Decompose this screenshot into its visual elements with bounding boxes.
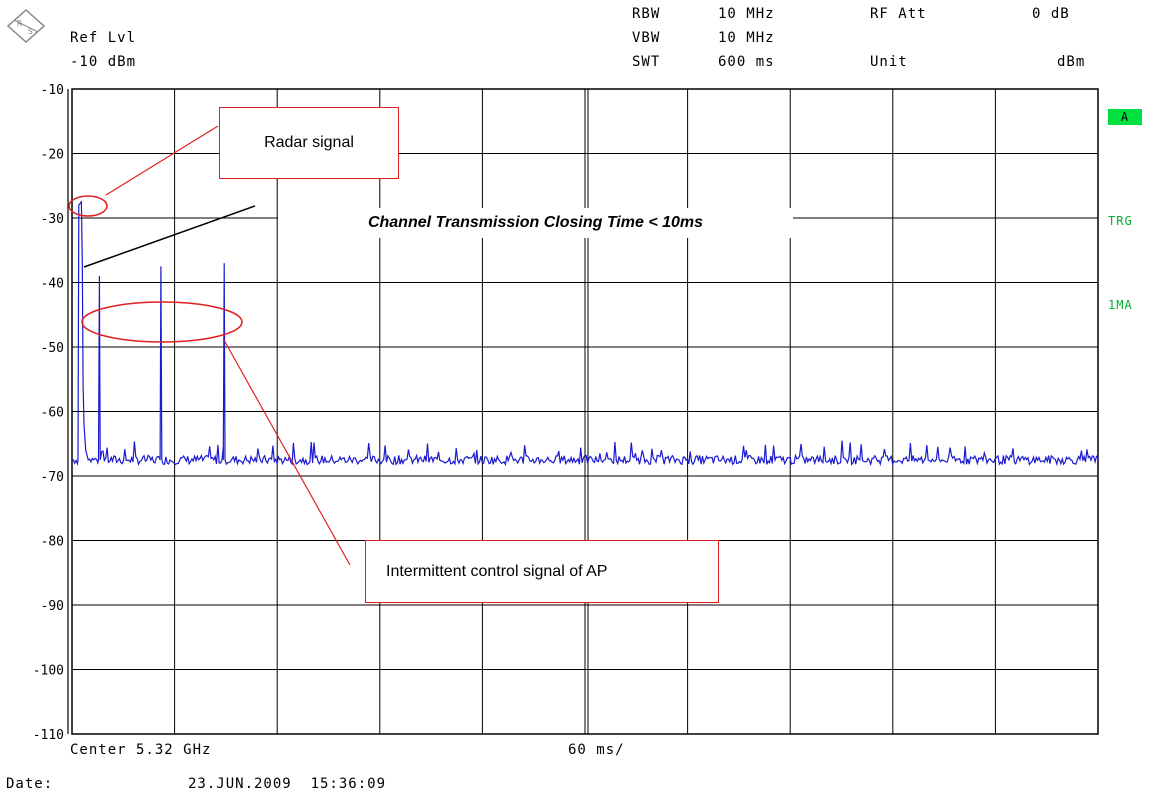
y-tick-label: -30 <box>41 212 64 227</box>
radar-ellipse <box>68 195 108 217</box>
y-tick-label: -60 <box>41 406 64 421</box>
rf-att-label: RF Att <box>870 6 927 22</box>
y-tick-label: -40 <box>41 277 64 292</box>
detector-indicator: 1MA <box>1108 298 1133 312</box>
vbw-label: VBW <box>632 30 661 46</box>
swt-value: 600 ms <box>718 54 775 70</box>
brand-logo: R S <box>6 8 46 44</box>
closing-pointer <box>83 205 256 268</box>
y-tick-label: -80 <box>41 535 64 550</box>
vbw-value: 10 MHz <box>718 30 775 46</box>
unit-value: dBm <box>1057 54 1086 70</box>
control-ellipse <box>81 301 243 343</box>
ref-level-label: Ref Lvl <box>70 30 137 46</box>
control-pointer <box>223 339 351 566</box>
time-per-division: 60 ms/ <box>568 742 625 758</box>
unit-label: Unit <box>870 54 908 70</box>
date-label: Date: <box>6 776 54 792</box>
rbw-value: 10 MHz <box>718 6 775 22</box>
center-frequency: Center 5.32 GHz <box>70 742 212 758</box>
trace-a-badge: A <box>1108 109 1142 125</box>
y-tick-label: -20 <box>41 148 64 163</box>
ref-level-value: -10 dBm <box>70 54 137 70</box>
y-tick-label: -50 <box>41 341 64 356</box>
y-tick-label: -10 <box>41 83 64 98</box>
date-value: 23.JUN.2009 15:36:09 <box>188 776 387 792</box>
rbw-label: RBW <box>632 6 661 22</box>
trigger-indicator: TRG <box>1108 214 1133 228</box>
rf-att-value: 0 dB <box>1032 6 1070 22</box>
y-tick-label: -110 <box>33 728 64 743</box>
y-tick-label: -90 <box>41 599 64 614</box>
svg-text:S: S <box>28 27 33 36</box>
svg-text:R: R <box>17 19 22 28</box>
swt-label: SWT <box>632 54 661 70</box>
radar-pointer <box>105 125 219 196</box>
y-tick-label: -70 <box>41 470 64 485</box>
control-signal-callout: Intermittent control signal of AP <box>365 540 719 603</box>
y-tick-label: -100 <box>33 664 64 679</box>
radar-signal-callout: Radar signal <box>219 107 399 179</box>
closing-time-callout: Channel Transmission Closing Time < 10ms <box>278 208 793 238</box>
trace-line <box>71 200 1099 467</box>
